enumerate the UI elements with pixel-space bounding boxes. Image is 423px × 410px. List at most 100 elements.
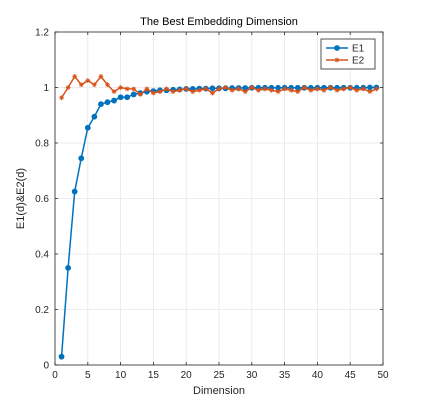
star-stroke xyxy=(321,88,326,93)
legend-label-e1: E1 xyxy=(352,44,365,55)
star-stroke xyxy=(256,88,261,93)
star-stroke xyxy=(367,89,372,94)
data-point-e2 xyxy=(341,86,347,92)
data-point-e2 xyxy=(354,87,360,93)
star-stroke xyxy=(289,88,294,93)
star-stroke xyxy=(262,86,267,91)
data-point-e2 xyxy=(124,86,130,92)
data-point-e1 xyxy=(117,94,124,101)
data-point-e2 xyxy=(301,85,307,90)
ticks: 0 5 10 15 20 25 30 35 40 45 50 0 0.2 0.4 0.6 0.8 1 1.2 xyxy=(35,28,389,382)
data-point-e2 xyxy=(249,85,255,90)
data-point-e1 xyxy=(124,94,131,101)
x-tick-label: 40 xyxy=(312,370,324,381)
star-stroke xyxy=(374,86,379,91)
x-axis-label: Dimension xyxy=(193,385,245,397)
star-stroke xyxy=(112,89,117,94)
data-point-e2 xyxy=(85,78,91,83)
x-tick-label: 45 xyxy=(345,370,357,381)
data-point-e2 xyxy=(196,87,202,93)
data-point-e2 xyxy=(360,86,366,92)
star-stroke xyxy=(92,82,97,87)
star-stroke xyxy=(72,74,77,79)
data-point-e1 xyxy=(111,97,117,104)
data-point-e2 xyxy=(98,74,104,79)
star-stroke xyxy=(203,86,208,91)
star-stroke xyxy=(144,86,149,91)
star-stroke xyxy=(341,86,346,91)
star-stroke xyxy=(308,88,313,93)
legend-marker-e2 xyxy=(334,57,340,63)
star-stroke xyxy=(276,89,281,94)
x-tick-label: 15 xyxy=(148,370,160,381)
star-stroke xyxy=(210,91,215,96)
star-stroke xyxy=(223,85,228,90)
data-point-e1 xyxy=(71,188,78,195)
star-stroke xyxy=(335,88,340,93)
data-point-e2 xyxy=(131,86,137,92)
star-stroke xyxy=(335,58,339,62)
data-point-e2 xyxy=(118,85,123,90)
star-stroke xyxy=(105,82,110,87)
star-stroke xyxy=(243,89,248,94)
data-point-e2 xyxy=(216,86,222,92)
data-point-e2 xyxy=(177,87,183,93)
data-point-e2 xyxy=(262,86,268,92)
y-tick-label: 0.8 xyxy=(35,139,49,150)
star-stroke xyxy=(138,92,143,97)
data-point-e2 xyxy=(295,89,301,95)
data-point-e2 xyxy=(374,86,379,92)
x-tick-label: 10 xyxy=(115,370,127,381)
star-stroke xyxy=(151,91,156,96)
x-tick-label: 5 xyxy=(85,370,91,381)
data-point-e2 xyxy=(144,86,150,92)
data-point-e2 xyxy=(183,86,189,92)
series-layer xyxy=(58,74,380,360)
star-stroke xyxy=(217,86,221,91)
y-tick-label: 1 xyxy=(43,83,49,94)
star-stroke xyxy=(295,89,300,94)
star-stroke xyxy=(230,88,235,93)
star-stroke xyxy=(348,85,353,90)
x-tick-label: 35 xyxy=(279,370,291,381)
data-point-e1 xyxy=(209,85,216,92)
data-point-e2 xyxy=(269,87,274,93)
data-point-e2 xyxy=(275,89,281,95)
y-tick-label: 0.6 xyxy=(35,194,49,205)
data-point-e2 xyxy=(111,89,117,95)
data-point-e2 xyxy=(157,89,163,95)
data-point-e1 xyxy=(58,353,65,360)
y-tick-label: 0 xyxy=(43,361,49,372)
data-point-e2 xyxy=(190,89,196,95)
star-stroke xyxy=(98,74,103,79)
star-stroke xyxy=(249,85,254,90)
data-point-e2 xyxy=(242,89,248,95)
star-stroke xyxy=(157,89,162,94)
y-tick-label: 1.2 xyxy=(35,28,49,39)
data-point-e1 xyxy=(91,113,98,120)
data-point-e1 xyxy=(104,99,111,106)
star-stroke xyxy=(197,88,202,93)
star-stroke xyxy=(328,85,333,90)
star-stroke xyxy=(79,82,84,87)
y-tick-label: 0.4 xyxy=(35,250,49,261)
data-point-e2 xyxy=(170,89,176,95)
data-point-e1 xyxy=(84,124,91,131)
chart-title: The Best Embedding Dimension xyxy=(140,16,298,28)
data-point-e2 xyxy=(282,86,287,92)
data-point-e2 xyxy=(255,87,261,93)
star-stroke xyxy=(59,95,64,100)
legend-marker-e1 xyxy=(334,45,340,51)
x-tick-label: 50 xyxy=(377,370,389,381)
legend-box xyxy=(320,38,376,70)
star-stroke xyxy=(125,86,130,91)
data-point-e2 xyxy=(137,92,143,97)
star-stroke xyxy=(164,86,169,91)
star-stroke xyxy=(269,88,274,93)
star-stroke xyxy=(184,86,189,91)
star-stroke xyxy=(282,86,287,91)
star-stroke xyxy=(190,89,195,94)
data-point-e2 xyxy=(164,86,169,92)
y-axis-label: E1(d)&E2(d) xyxy=(15,168,27,229)
